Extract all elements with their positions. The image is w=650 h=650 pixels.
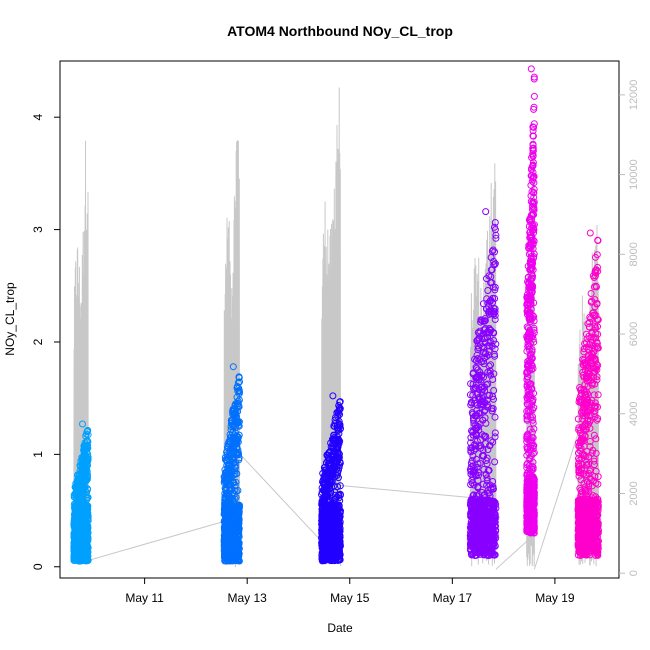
altitude-transit-1	[88, 520, 225, 561]
data-point	[220, 538, 228, 546]
data-point	[83, 496, 90, 504]
altitude-transit-4	[495, 540, 528, 570]
data-point	[84, 472, 91, 479]
data-point	[82, 430, 90, 438]
data-point	[224, 473, 232, 481]
data-point	[226, 431, 234, 439]
data-point	[227, 538, 235, 545]
data-point	[234, 487, 242, 494]
data-point	[221, 549, 229, 556]
data-point	[233, 542, 241, 549]
data-point	[230, 448, 238, 456]
data-point	[76, 529, 84, 537]
data-point	[231, 470, 239, 478]
data-point	[70, 550, 78, 558]
data-point	[81, 548, 89, 556]
data-point	[230, 405, 238, 413]
data-point	[235, 530, 243, 538]
data-point	[229, 421, 237, 429]
data-point-max	[527, 65, 535, 73]
data-point	[226, 533, 234, 540]
data-point	[228, 549, 236, 557]
data-point	[230, 434, 238, 442]
data-point	[81, 552, 89, 560]
data-point	[70, 534, 78, 542]
data-point	[235, 422, 243, 430]
data-point	[230, 487, 238, 494]
data-point	[78, 486, 86, 494]
data-point	[74, 490, 82, 498]
data-point	[71, 519, 79, 527]
points-layer	[70, 65, 602, 565]
data-point	[70, 491, 78, 499]
data-point	[225, 487, 233, 495]
data-point	[233, 393, 241, 401]
data-point-max	[79, 420, 86, 428]
data-point	[229, 478, 237, 486]
data-point	[74, 512, 82, 520]
altitude-transit-5	[533, 433, 579, 570]
data-point	[81, 442, 89, 450]
data-point	[84, 441, 92, 449]
data-point	[222, 551, 230, 559]
data-point	[80, 449, 88, 457]
data-point	[224, 495, 232, 503]
data-point	[83, 511, 91, 519]
data-point	[78, 519, 86, 527]
data-point	[232, 478, 240, 486]
data-point	[224, 515, 232, 523]
data-point	[77, 469, 85, 477]
data-point	[222, 485, 230, 493]
altitude-transit-3	[340, 485, 471, 498]
data-point	[530, 92, 538, 100]
data-point	[75, 518, 83, 526]
altitude-transit-2	[239, 453, 322, 542]
data-point	[78, 541, 86, 548]
data-point	[74, 511, 81, 519]
data-point-max	[229, 363, 237, 371]
data-point	[77, 543, 84, 551]
data-point	[231, 537, 239, 545]
data-point	[71, 546, 78, 554]
data-point	[221, 510, 229, 517]
data-point	[234, 449, 242, 457]
data-point	[72, 502, 80, 510]
data-point	[225, 437, 233, 445]
data-point	[230, 513, 238, 521]
plot-frame	[59, 60, 620, 579]
data-point	[81, 487, 89, 495]
data-point	[227, 423, 235, 430]
data-point	[227, 463, 235, 471]
data-point	[234, 397, 242, 405]
data-point	[235, 557, 243, 565]
data-point	[81, 504, 89, 512]
data-point	[234, 521, 242, 528]
data-point	[231, 421, 239, 429]
data-point	[77, 502, 85, 510]
data-point	[234, 435, 242, 443]
data-point	[84, 427, 91, 435]
data-point	[75, 550, 83, 558]
data-point	[227, 485, 235, 493]
data-point	[225, 505, 233, 513]
data-point	[81, 462, 89, 470]
data-point	[80, 446, 88, 454]
data-point	[230, 517, 237, 525]
data-point	[233, 383, 241, 390]
data-point	[226, 557, 234, 565]
data-point	[235, 373, 243, 381]
data-point-max	[482, 208, 490, 216]
data-point	[223, 448, 231, 456]
data-point	[79, 456, 87, 463]
data-point	[225, 473, 233, 480]
data-point	[231, 495, 239, 503]
data-point	[228, 419, 235, 427]
data-point	[75, 531, 83, 539]
data-point	[73, 477, 81, 485]
data-point	[80, 534, 88, 542]
data-point	[232, 507, 240, 515]
